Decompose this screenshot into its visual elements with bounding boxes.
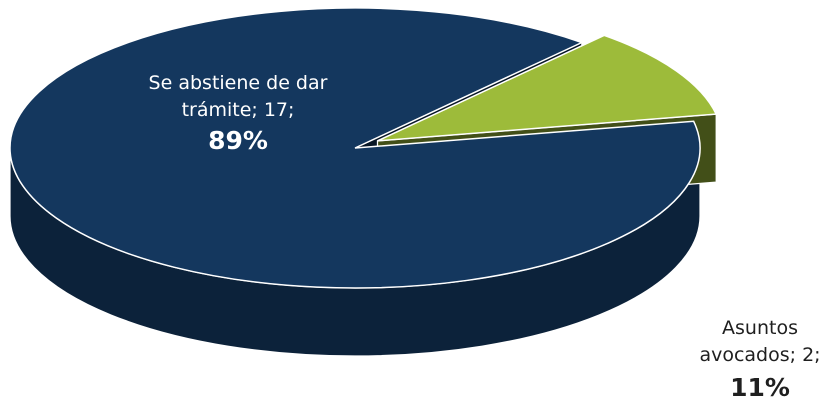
slice-top-0 xyxy=(9,7,701,289)
data-label-line1: Asuntos xyxy=(722,317,798,339)
data-label-line1: Se abstiene de dar xyxy=(148,72,328,94)
data-label-percent: 11% xyxy=(730,373,790,402)
data-label-line2: avocados; 2; xyxy=(699,344,821,366)
slice-top-1 xyxy=(377,34,718,142)
data-label-percent: 89% xyxy=(208,126,268,155)
data-label-se-abstiene: Se abstiene de dar trámite; 17; 89% xyxy=(118,70,358,158)
pie-tops xyxy=(9,7,718,289)
data-label-asuntos-avocados: Asuntos avocados; 2; 11% xyxy=(690,315,830,405)
data-label-line2: trámite; 17; xyxy=(181,99,295,121)
